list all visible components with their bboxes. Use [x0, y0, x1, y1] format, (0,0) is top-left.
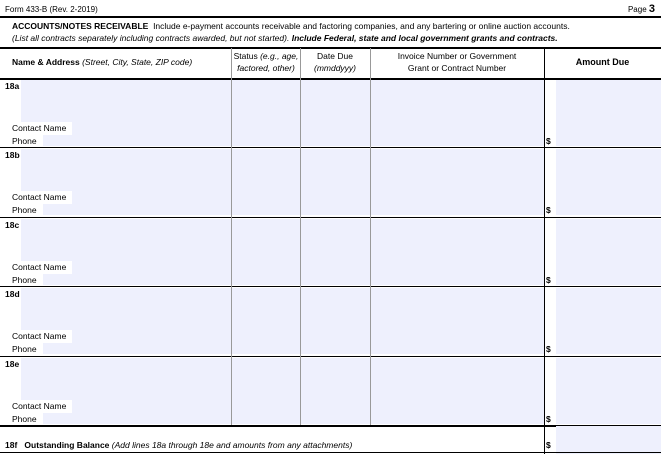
header-invoice-1: Invoice Number or Government: [397, 51, 517, 61]
line-number: 18e: [5, 359, 20, 369]
contact-name-label: Contact Name: [12, 191, 73, 204]
currency-symbol: $: [546, 414, 551, 424]
status-field[interactable]: [232, 149, 300, 215]
total-line-number: 18f: [5, 440, 18, 450]
amount-due-field[interactable]: [556, 80, 661, 146]
line-number: 18a: [5, 81, 20, 91]
header-status: Status (e.g., age, factored, other): [231, 50, 301, 74]
contact-name-label: Contact Name: [12, 330, 73, 343]
header-status-label: Status: [233, 51, 258, 61]
section-header: ACCOUNTS/NOTES RECEIVABLE Include e-paym…: [12, 20, 570, 44]
header-name-address: Name & Address (Street, City, State, ZIP…: [12, 57, 192, 67]
divider: [0, 47, 661, 49]
currency-symbol: $: [546, 136, 551, 146]
phone-label: Phone: [12, 274, 43, 286]
line-number: 18c: [5, 220, 20, 230]
date-due-field[interactable]: [301, 358, 370, 424]
column-divider: [300, 48, 301, 425]
name-address-field[interactable]: [21, 80, 231, 146]
form-id: Form 433-B (Rev. 2-2019): [5, 5, 98, 14]
section-note: (List all contracts separately including…: [12, 33, 290, 43]
name-address-field[interactable]: [21, 288, 231, 354]
invoice-number-field[interactable]: [371, 288, 544, 354]
column-divider: [370, 48, 371, 425]
invoice-number-field[interactable]: [371, 80, 544, 146]
amount-due-field[interactable]: [556, 358, 661, 424]
total-currency: $: [546, 440, 551, 450]
row-divider: [0, 217, 661, 218]
header-name-note: (Street, City, State, ZIP code): [82, 57, 193, 67]
date-due-field[interactable]: [301, 80, 370, 146]
contact-name-label: Contact Name: [12, 400, 73, 413]
invoice-number-field[interactable]: [371, 358, 544, 424]
header-name-label: Name & Address: [12, 57, 80, 67]
invoice-number-field[interactable]: [371, 149, 544, 215]
phone-label: Phone: [12, 204, 43, 216]
total-label: Outstanding Balance: [24, 440, 110, 450]
name-address-field[interactable]: [21, 358, 231, 424]
contact-name-label: Contact Name: [12, 261, 73, 274]
amount-column-divider: [544, 48, 545, 454]
phone-label: Phone: [12, 413, 43, 425]
amount-due-field[interactable]: [556, 149, 661, 215]
amount-due-field[interactable]: [556, 288, 661, 354]
header-invoice: Invoice Number or Government Grant or Con…: [370, 50, 544, 74]
section-intro: Include e-payment accounts receivable an…: [153, 21, 570, 31]
column-divider: [231, 48, 232, 425]
total-row: 18f Outstanding Balance (Add lines 18a t…: [5, 440, 352, 450]
status-field[interactable]: [232, 80, 300, 146]
date-due-field[interactable]: [301, 219, 370, 285]
row-divider: [0, 78, 661, 80]
divider: [0, 16, 661, 18]
header-status-note: (e.g., age,: [260, 51, 299, 61]
currency-symbol: $: [546, 205, 551, 215]
row-divider: [0, 425, 661, 427]
header-date-format: (mmddyyy): [313, 63, 357, 73]
row-divider: [0, 147, 661, 148]
name-address-field[interactable]: [21, 149, 231, 215]
line-number: 18b: [5, 150, 20, 160]
page-number: 3: [648, 3, 655, 15]
phone-label: Phone: [12, 343, 43, 355]
name-address-field[interactable]: [21, 219, 231, 285]
header-date-due: Date Due (mmddyyy): [300, 50, 370, 74]
contact-name-label: Contact Name: [12, 122, 73, 135]
status-field[interactable]: [232, 288, 300, 354]
section-title: ACCOUNTS/NOTES RECEIVABLE: [12, 21, 149, 31]
total-amount-field[interactable]: [556, 426, 661, 454]
section-note-bold: Include Federal, state and local governm…: [291, 33, 558, 43]
line-number: 18d: [5, 289, 20, 299]
phone-label: Phone: [12, 135, 43, 147]
status-field[interactable]: [232, 219, 300, 285]
status-field[interactable]: [232, 358, 300, 424]
header-status-note-2: factored, other): [237, 63, 295, 73]
amount-due-field[interactable]: [556, 219, 661, 285]
header-date-label: Date Due: [317, 51, 353, 61]
currency-symbol: $: [546, 344, 551, 354]
row-divider: [0, 356, 661, 357]
page-indicator: Page 3: [628, 3, 655, 15]
row-divider: [0, 286, 661, 287]
header-invoice-2: Grant or Contract Number: [407, 63, 507, 73]
page-label: Page: [627, 5, 647, 14]
total-note: (Add lines 18a through 18e and amounts f…: [111, 440, 353, 450]
divider: [0, 452, 661, 453]
invoice-number-field[interactable]: [371, 219, 544, 285]
currency-symbol: $: [546, 275, 551, 285]
date-due-field[interactable]: [301, 288, 370, 354]
header-amount-due: Amount Due: [575, 57, 630, 67]
date-due-field[interactable]: [301, 149, 370, 215]
